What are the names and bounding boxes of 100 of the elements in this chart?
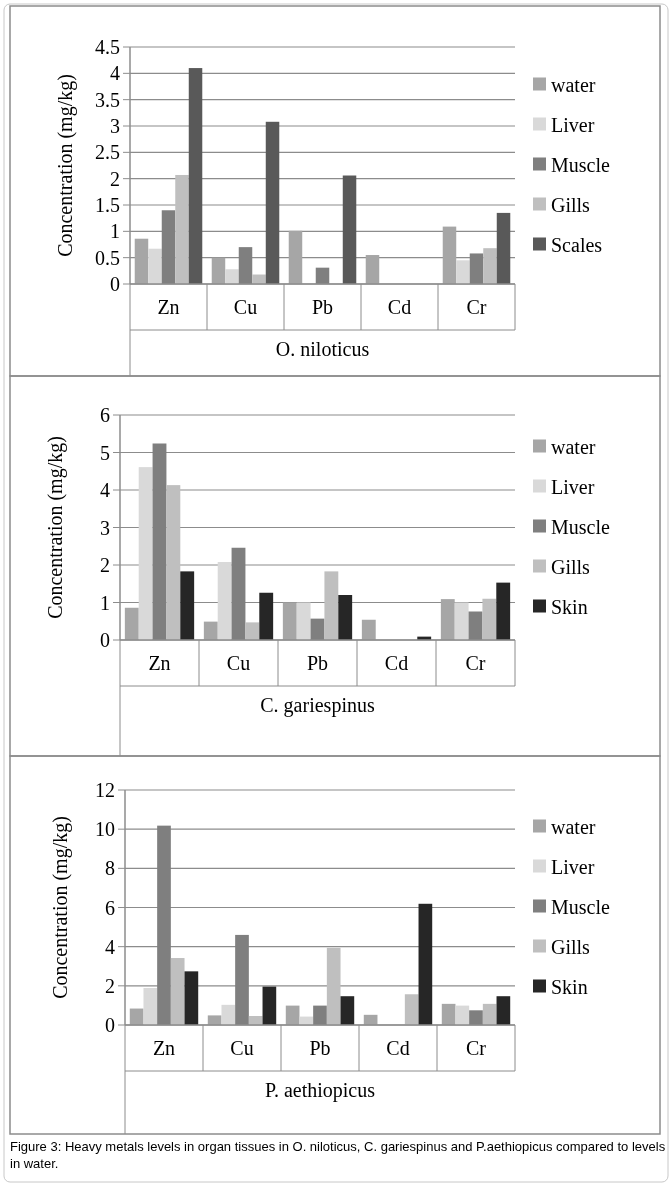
bar: [313, 1005, 327, 1025]
legend-label: water: [551, 435, 596, 458]
bar: [455, 1005, 470, 1025]
bar: [157, 825, 171, 1025]
y-tick-label: 3.5: [95, 88, 120, 111]
y-axis-title: Concentration (mg/kg): [49, 816, 72, 999]
legend-label: water: [551, 73, 596, 96]
legend-label: Muscle: [551, 153, 610, 176]
y-tick-label: 10: [95, 818, 115, 841]
legend-label: Gills: [551, 555, 591, 578]
bar: [248, 1015, 263, 1025]
bar: [245, 622, 260, 640]
bar: [454, 602, 469, 640]
bar: [161, 210, 176, 284]
x-tick-label: Cd: [387, 296, 412, 318]
bar: [442, 226, 457, 284]
y-tick-label: 3: [110, 115, 120, 137]
legend-label: Liver: [551, 113, 595, 136]
legend-label: Gills: [551, 935, 591, 958]
x-tick-label: Cd: [384, 652, 409, 674]
bar: [496, 212, 511, 284]
bar: [134, 238, 149, 284]
bar: [259, 592, 274, 640]
bar: [166, 485, 181, 640]
legend-label: Liver: [551, 475, 595, 498]
y-axis-title: Concentration (mg/kg): [54, 74, 77, 257]
bar: [262, 986, 277, 1025]
x-tick-label: Zn: [152, 1037, 176, 1059]
bar: [231, 547, 246, 640]
y-tick-label: 4: [110, 62, 120, 85]
bar: [482, 598, 497, 640]
bar: [338, 595, 353, 640]
legend-label: Muscle: [551, 895, 610, 918]
y-axis-title: Concentration (mg/kg): [44, 436, 67, 619]
bar: [170, 958, 185, 1025]
bar: [180, 571, 195, 640]
x-tick-label: Pb: [306, 652, 329, 674]
x-tick-label: Cr: [466, 1037, 487, 1059]
y-tick-label: 5: [100, 441, 110, 464]
bar: [418, 903, 433, 1025]
bar: [496, 582, 511, 640]
x-tick-label: Zn: [148, 652, 171, 674]
bar: [296, 602, 311, 640]
bar: [365, 255, 380, 284]
bar: [361, 619, 376, 640]
bar: [483, 248, 497, 284]
bar: [152, 443, 167, 640]
y-tick-label: 4.5: [95, 36, 120, 58]
y-tick-label: 6: [100, 404, 110, 426]
bar: [124, 607, 139, 640]
x-tick-label: Cd: [386, 1037, 410, 1059]
legend-label: Skin: [551, 595, 588, 618]
bar: [324, 571, 339, 640]
y-tick-label: 2: [100, 554, 110, 576]
y-tick-label: 2: [105, 974, 115, 997]
x-tick-label: Pb: [309, 1037, 331, 1059]
y-tick-label: 6: [105, 896, 115, 919]
bar: [282, 602, 297, 640]
y-tick-label: 4: [100, 479, 110, 501]
legend-label: Scales: [551, 233, 603, 256]
bar: [326, 947, 341, 1025]
bar: [440, 599, 455, 640]
bar: [143, 987, 158, 1025]
bar: [225, 269, 239, 284]
bar: [138, 467, 153, 640]
bar: [456, 260, 470, 284]
bar: [288, 230, 303, 284]
bar: [184, 971, 199, 1025]
bar: [238, 247, 253, 284]
y-tick-label: 2.5: [95, 141, 120, 164]
bar: [148, 248, 162, 284]
y-tick-label: 3: [100, 516, 110, 539]
bar: [211, 257, 226, 284]
bar: [496, 996, 511, 1025]
y-tick-label: 0: [100, 629, 110, 651]
x-tick-label: Cr: [465, 652, 486, 674]
y-tick-label: 1.5: [95, 194, 120, 216]
y-tick-label: 4: [105, 935, 115, 958]
x-tick-label: Cr: [466, 296, 487, 318]
bar: [482, 1003, 497, 1025]
x-tick-label: Pb: [311, 296, 334, 318]
bar: [469, 1010, 483, 1025]
y-tick-label: 0.5: [95, 246, 120, 269]
y-tick-label: 1: [110, 220, 120, 243]
bar: [217, 562, 232, 640]
legend-label: Liver: [551, 855, 595, 878]
bar: [404, 994, 419, 1025]
x-tick-label: Zn: [157, 296, 180, 318]
y-tick-label: 0: [105, 1014, 115, 1036]
bar: [265, 121, 280, 284]
legend-label: Muscle: [551, 515, 610, 538]
x-tick-label: Cu: [230, 1037, 254, 1059]
legend-label: water: [551, 815, 596, 838]
bar: [441, 1003, 456, 1025]
y-tick-label: 2: [110, 167, 120, 190]
bar: [469, 253, 484, 284]
x-axis-title: P. aethiopicus: [265, 1079, 376, 1102]
x-tick-label: Cu: [233, 296, 258, 318]
bar: [175, 174, 189, 284]
x-tick-label: Cu: [226, 652, 251, 674]
